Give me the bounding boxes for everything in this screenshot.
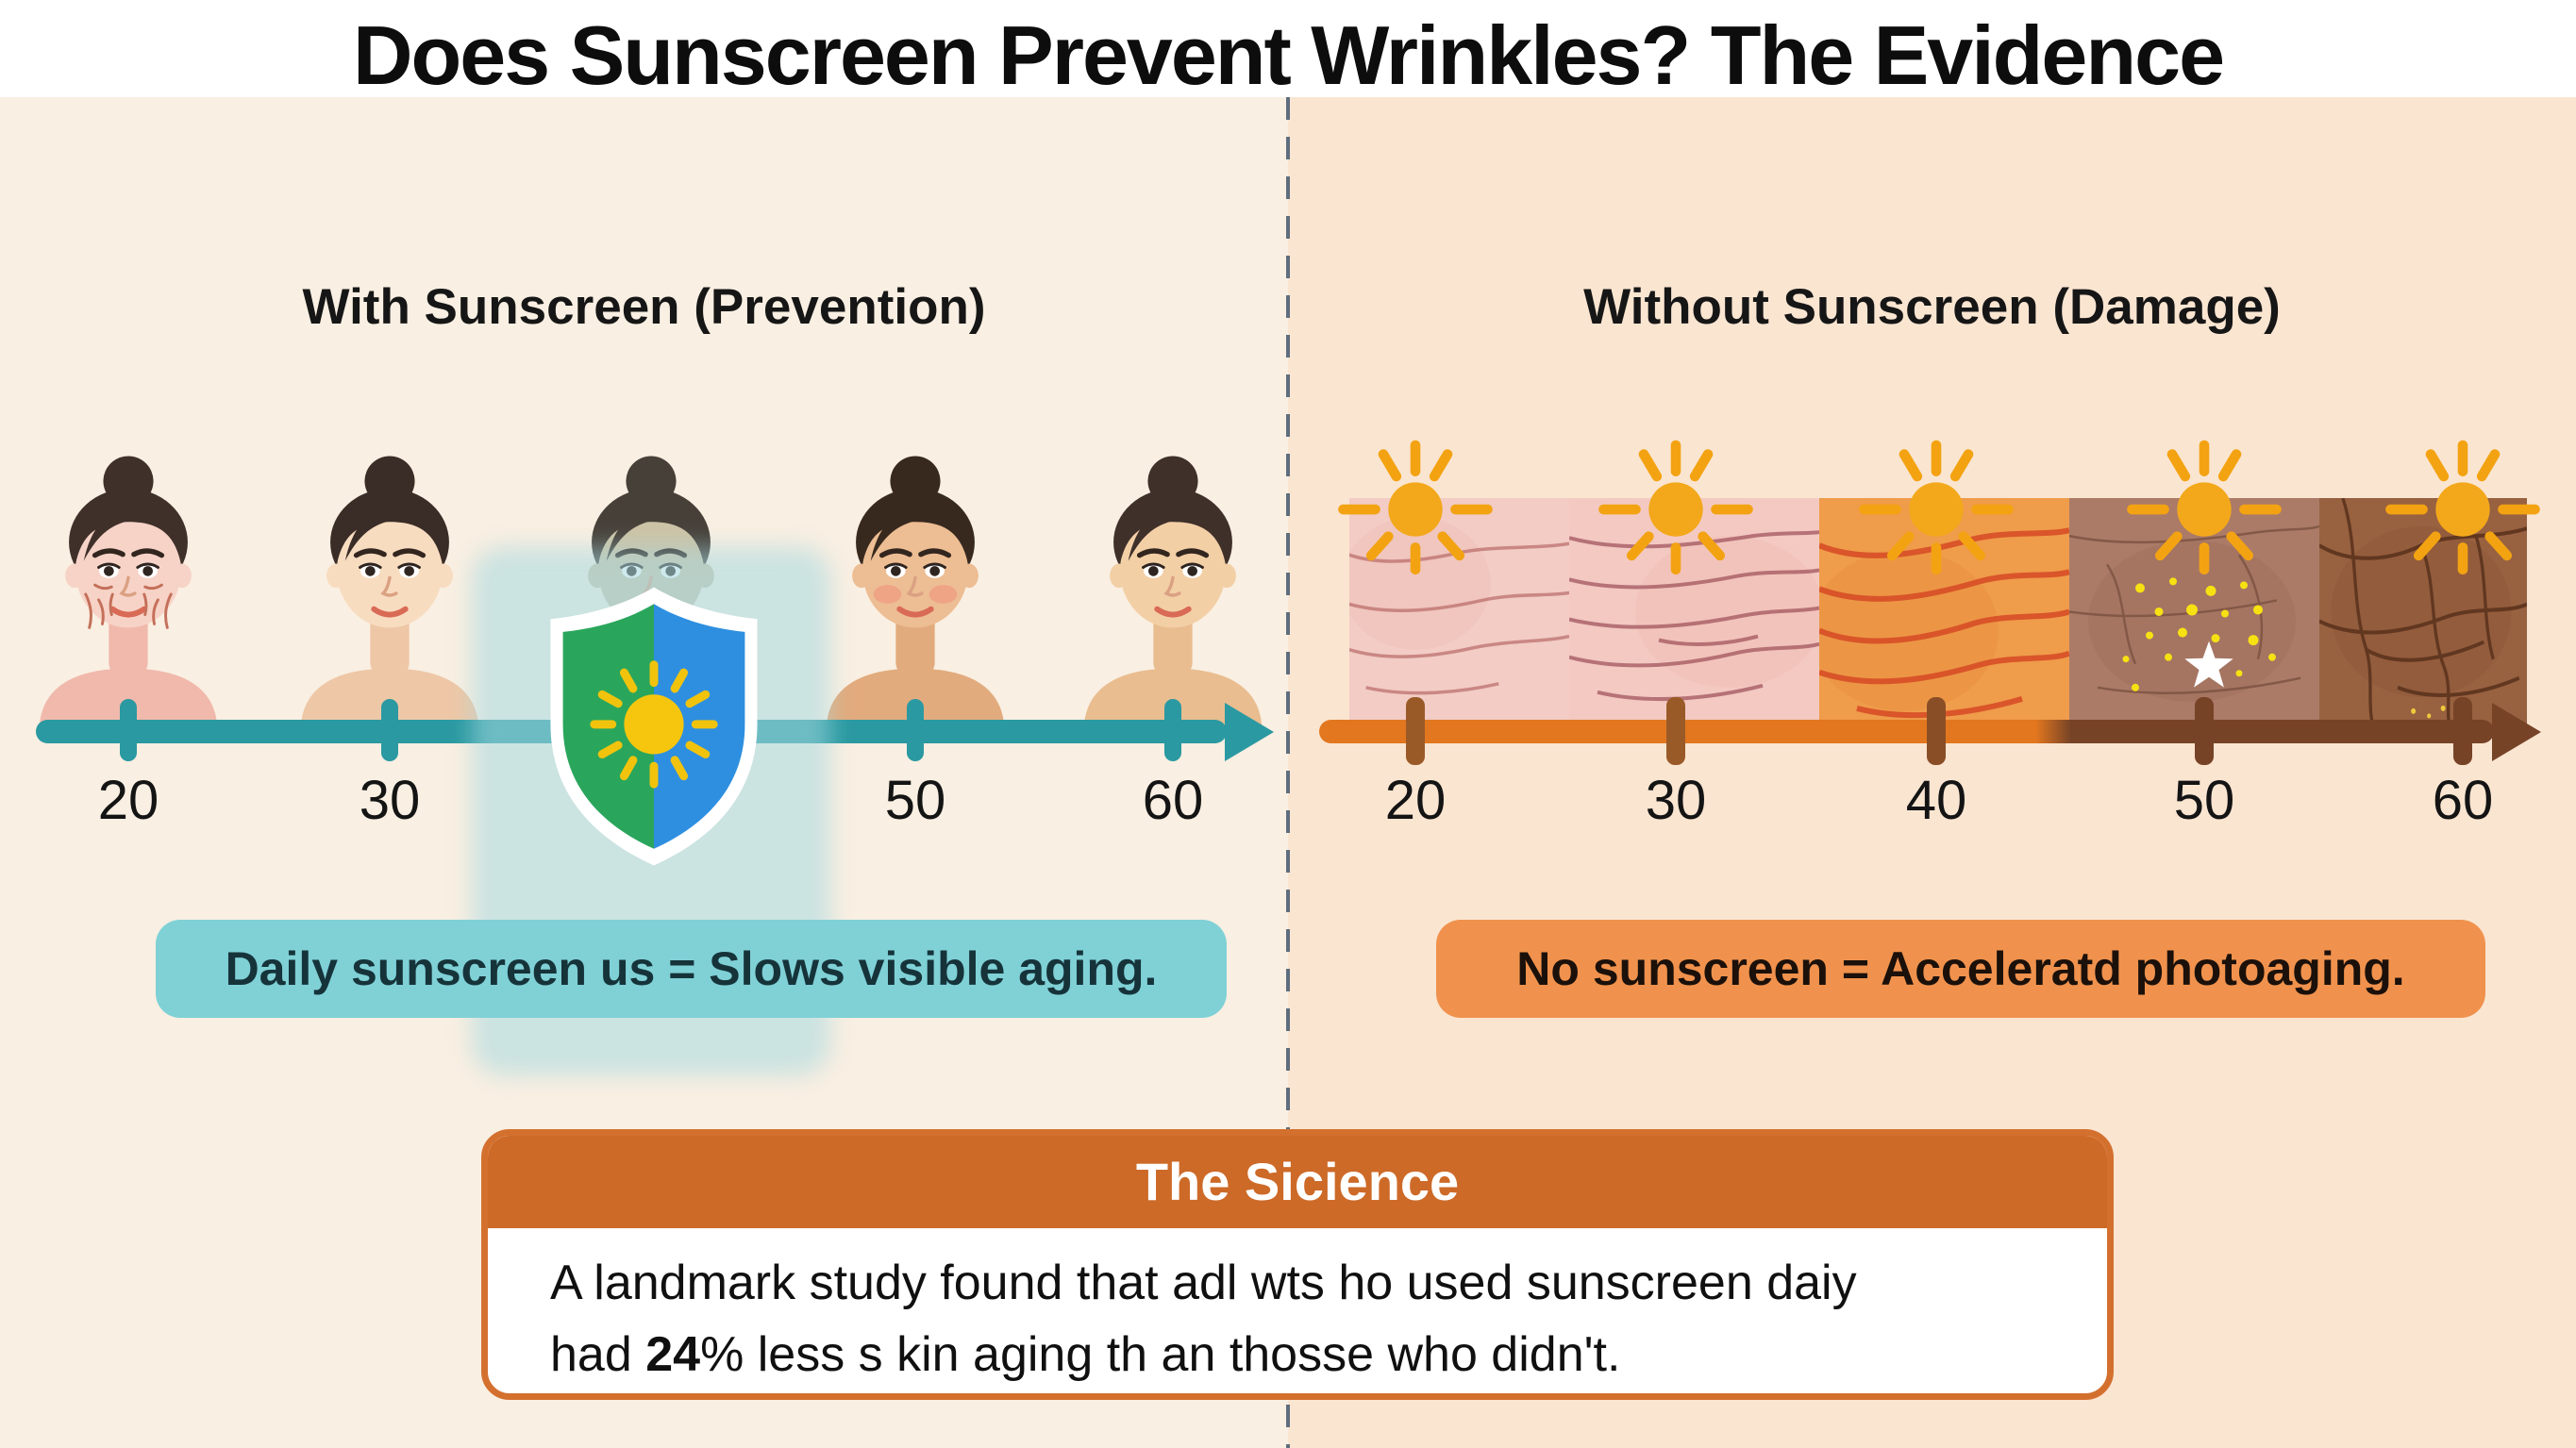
timeline-tick [2453,697,2472,765]
timeline-left-arrowhead [1225,703,1274,761]
science-line-2: had 24% less s kin aging th an thosse wh… [550,1327,1621,1382]
skin-texture-age-40 [1819,498,2069,730]
timeline-tick [907,699,924,761]
sun-icon [1335,429,1496,590]
skin-texture-age-50 [2069,498,2319,730]
skin-texture-age-30 [1569,498,1819,730]
sun-icon [2383,429,2543,590]
timeline-tick [381,699,398,761]
star-sparkle-icon [2184,641,2233,688]
age-label: 60 [1142,770,1204,831]
age-label: 50 [2173,770,2235,831]
science-box-body: A landmark study found that adl wts ho u… [488,1228,2107,1390]
science-line-1: A landmark study found that adl wts ho u… [550,1256,1857,1310]
timeline-right-arrowhead [2492,703,2541,761]
age-label: 60 [2432,770,2494,831]
science-box-title: The Sicience [1135,1152,1460,1211]
timeline-tick [120,699,137,761]
timeline-tick [1927,697,1946,765]
title-band: Does Sunscreen Prevent Wrinkles? The Evi… [0,0,2576,102]
statistic-value: 24 [645,1327,701,1382]
age-label: 20 [1384,770,1447,831]
age-label: 50 [884,770,946,831]
right-panel-header: Without Sunscreen (Damage) [1583,279,2281,335]
page-title: Does Sunscreen Prevent Wrinkles? The Evi… [352,8,2225,102]
age-label: 30 [1645,770,1707,831]
left-caption-text: Daily sunscreen us = Slows visible aging… [225,942,1158,995]
sun-icon [2124,429,2284,590]
science-box: The Sicience A landmark study found that… [481,1129,2114,1400]
age-label: 30 [359,770,421,831]
right-caption-box: No sunscreen = Acceleratd photoaging. [1436,920,2485,1018]
left-panel-header: With Sunscreen (Prevention) [302,279,986,335]
science-box-header: The Sicience [488,1136,2107,1228]
woman-face-age-30 [278,451,501,734]
sun-icon [1596,429,1756,590]
woman-face-age-50 [804,451,1027,734]
sun-icon [1856,429,2016,590]
age-label: 40 [1905,770,1967,831]
shield-sun-icon [550,587,758,866]
timeline-tick [1406,697,1425,765]
panel-divider [1286,97,1290,1448]
age-label: 20 [97,770,159,831]
woman-face-age-20 [17,451,240,734]
timeline-tick [1666,697,1685,765]
timeline-tick [1164,699,1181,761]
right-caption-text: No sunscreen = Acceleratd photoaging. [1516,942,2405,995]
timeline-tick [2195,697,2214,765]
timeline-right-bar [1319,720,2494,743]
woman-face-age-60 [1062,451,1284,734]
left-caption-box: Daily sunscreen us = Slows visible aging… [156,920,1227,1018]
